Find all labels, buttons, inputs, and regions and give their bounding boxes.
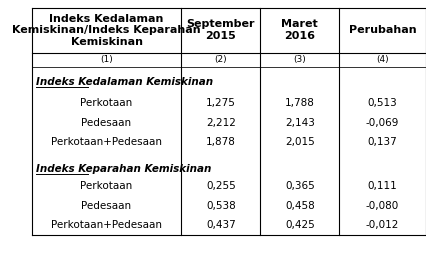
- Text: 1,788: 1,788: [285, 98, 315, 108]
- Text: 0,458: 0,458: [285, 201, 315, 210]
- Text: -0,080: -0,080: [366, 201, 399, 210]
- Text: Perkotaan: Perkotaan: [81, 181, 132, 191]
- Text: 0,137: 0,137: [368, 137, 397, 147]
- Text: Pedesaan: Pedesaan: [81, 118, 132, 128]
- Text: (2): (2): [215, 55, 227, 64]
- Text: Indeks Keparahan Kemiskinan: Indeks Keparahan Kemiskinan: [35, 164, 211, 174]
- Text: (3): (3): [294, 55, 306, 64]
- Text: 0,437: 0,437: [206, 220, 236, 230]
- Text: September
2015: September 2015: [187, 19, 255, 41]
- Text: Pedesaan: Pedesaan: [81, 201, 132, 210]
- Text: (4): (4): [376, 55, 389, 64]
- Text: -0,069: -0,069: [366, 118, 399, 128]
- Text: Perkotaan: Perkotaan: [81, 98, 132, 108]
- Text: -0,012: -0,012: [366, 220, 399, 230]
- Text: 0,425: 0,425: [285, 220, 315, 230]
- Text: 2,212: 2,212: [206, 118, 236, 128]
- Text: 2,015: 2,015: [285, 137, 315, 147]
- Text: 0,513: 0,513: [368, 98, 397, 108]
- Text: 0,538: 0,538: [206, 201, 236, 210]
- Text: Indeks Kedalaman
Kemiskinan/Indeks Keparahan
Kemiskinan: Indeks Kedalaman Kemiskinan/Indeks Kepar…: [12, 14, 201, 47]
- Text: 1,878: 1,878: [206, 137, 236, 147]
- Text: Perkotaan+Pedesaan: Perkotaan+Pedesaan: [51, 220, 162, 230]
- Text: Perubahan: Perubahan: [349, 25, 417, 35]
- Text: 0,255: 0,255: [206, 181, 236, 191]
- Text: Perkotaan+Pedesaan: Perkotaan+Pedesaan: [51, 137, 162, 147]
- Text: 0,365: 0,365: [285, 181, 315, 191]
- Text: Maret
2016: Maret 2016: [282, 19, 318, 41]
- Text: (1): (1): [100, 55, 113, 64]
- Text: 0,111: 0,111: [368, 181, 397, 191]
- Text: 1,275: 1,275: [206, 98, 236, 108]
- Text: 2,143: 2,143: [285, 118, 315, 128]
- Text: Indeks Kedalaman Kemiskinan: Indeks Kedalaman Kemiskinan: [35, 77, 213, 87]
